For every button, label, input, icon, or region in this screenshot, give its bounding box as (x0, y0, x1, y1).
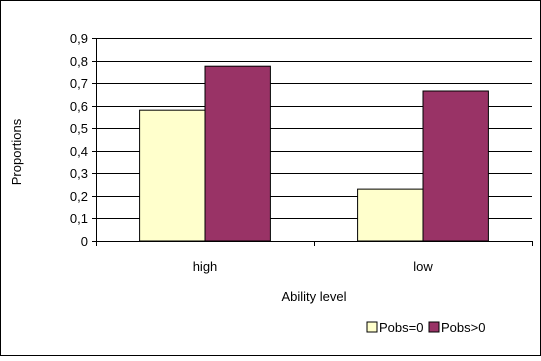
y-tick-labels: 0 0,1 0,2 0,3 0,4 0,5 0,6 0,7 0,8 0,9 (70, 31, 88, 249)
y-tick-label: 0,8 (70, 54, 88, 69)
legend: Pobs=0 Pobs>0 (366, 320, 485, 335)
y-tick-label: 0,9 (70, 31, 88, 46)
bar-low-series-0 (357, 188, 424, 242)
y-tick-label: 0,4 (70, 144, 88, 159)
y-tick-label: 0 (81, 234, 88, 249)
x-tick-label-high: high (193, 259, 218, 274)
y-tick-label: 0,2 (70, 189, 88, 204)
legend-swatch-pobs0 (366, 321, 378, 333)
y-tick-label: 0,7 (70, 76, 88, 91)
axes (92, 38, 533, 246)
bars (139, 65, 489, 242)
x-tick-labels: high low (193, 259, 434, 274)
bar-low-series-1 (422, 90, 489, 242)
y-axis-label: Proportions (9, 118, 24, 185)
y-tick-label: 0,3 (70, 166, 88, 181)
y-tick-label: 0,5 (70, 121, 88, 136)
bar-high-series-1 (204, 65, 271, 242)
y-tick-label: 0,1 (70, 211, 88, 226)
x-axis-label: Ability level (281, 289, 346, 304)
bar-high-series-0 (139, 109, 206, 242)
legend-swatch-pobs-positive (428, 321, 440, 333)
legend-label-pobs0: Pobs=0 (379, 320, 423, 335)
y-tick-label: 0,6 (70, 99, 88, 114)
x-tick-label-low: low (413, 259, 433, 274)
legend-label-pobs-positive: Pobs>0 (441, 320, 485, 335)
